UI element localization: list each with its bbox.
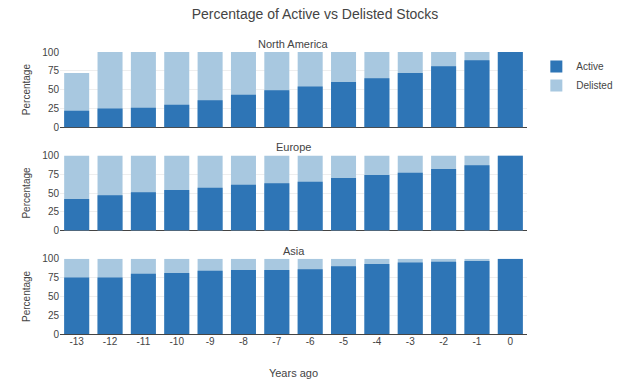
svg-text:-7: -7 [272, 336, 281, 347]
svg-text:25: 25 [48, 103, 60, 114]
svg-text:-11: -11 [137, 336, 151, 347]
svg-text:-2: -2 [439, 336, 448, 347]
svg-text:100: 100 [42, 150, 59, 161]
svg-text:-6: -6 [306, 336, 315, 347]
svg-text:-4: -4 [372, 336, 381, 347]
svg-text:Percentage: Percentage [21, 270, 32, 322]
svg-text:North America: North America [258, 38, 329, 50]
svg-text:0: 0 [53, 122, 59, 133]
svg-text:-3: -3 [406, 336, 415, 347]
svg-text:25: 25 [48, 310, 60, 321]
svg-text:-8: -8 [239, 336, 248, 347]
svg-text:100: 100 [42, 253, 59, 264]
svg-text:50: 50 [48, 84, 60, 95]
svg-text:Percentage: Percentage [21, 64, 32, 116]
svg-text:Percentage of Active vs Delist: Percentage of Active vs Delisted Stocks [192, 6, 439, 22]
svg-text:-10: -10 [170, 336, 185, 347]
svg-text:75: 75 [48, 169, 60, 180]
svg-text:0: 0 [53, 225, 59, 236]
svg-text:25: 25 [48, 206, 60, 217]
svg-text:Europe: Europe [276, 141, 311, 153]
svg-text:50: 50 [48, 291, 60, 302]
svg-text:0: 0 [508, 336, 514, 347]
svg-text:Active: Active [576, 61, 604, 72]
svg-text:Delisted: Delisted [576, 80, 612, 91]
svg-text:Percentage: Percentage [21, 167, 32, 219]
svg-text:Years ago: Years ago [269, 367, 318, 379]
svg-text:50: 50 [48, 188, 60, 199]
svg-text:-5: -5 [339, 336, 348, 347]
svg-text:75: 75 [48, 65, 60, 76]
svg-text:-13: -13 [69, 336, 84, 347]
svg-text:0: 0 [53, 329, 59, 340]
svg-text:75: 75 [48, 272, 60, 283]
svg-text:100: 100 [42, 47, 59, 58]
svg-text:-1: -1 [473, 336, 482, 347]
svg-text:-12: -12 [103, 336, 118, 347]
svg-text:Asia: Asia [283, 245, 305, 257]
svg-text:-9: -9 [206, 336, 215, 347]
